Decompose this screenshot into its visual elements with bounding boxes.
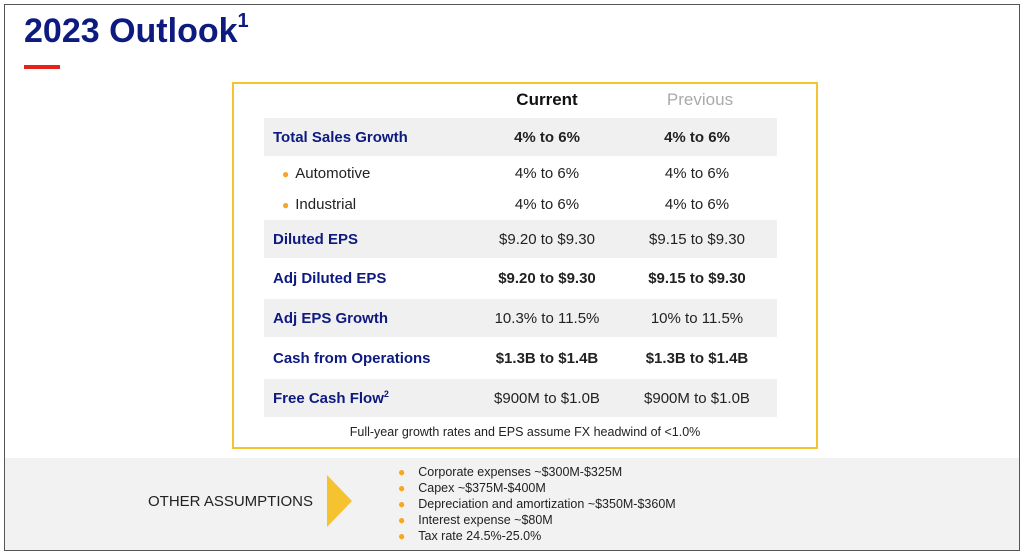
bullet-icon: ●: [398, 497, 406, 511]
footnote-marker: 2: [383, 389, 389, 399]
previous-value: $1.3B to $1.4B: [645, 349, 749, 367]
current-value: $1.3B to $1.4B: [495, 349, 599, 367]
previous-value: 10% to 11.5%: [650, 309, 744, 327]
bullet-icon: ●: [282, 166, 290, 181]
previous-value: 4% to 6%: [664, 195, 730, 213]
table-row: Diluted EPS $9.20 to $9.30 $9.15 to $9.30: [264, 220, 777, 258]
row-label: Industrial: [295, 195, 357, 213]
slide-frame: [4, 4, 1020, 551]
current-value: 4% to 6%: [514, 195, 580, 213]
bullet-icon: ●: [398, 513, 406, 527]
previous-value: 4% to 6%: [664, 128, 730, 146]
table-row: Cash from Operations $1.3B to $1.4B $1.3B …: [264, 339, 777, 377]
current-value: 4% to 6%: [514, 128, 580, 146]
current-value: $9.20 to $9.30: [498, 269, 596, 287]
current-value: $900M to $1.0B: [494, 389, 600, 407]
item-text: Capex ~$375M-$400M: [418, 481, 546, 495]
previous-value: $9.15 to $9.30: [649, 230, 745, 248]
row-label: Free Cash Flow: [273, 390, 384, 407]
title-underline: [24, 65, 60, 69]
item-text: Tax rate 24.5%-25.0%: [418, 529, 542, 543]
list-item: ● Capex ~$375M-$400M: [398, 480, 676, 496]
list-item: ● Depreciation and amortization ~$350M-$3…: [398, 496, 676, 512]
other-assumptions-label: OTHER ASSUMPTIONS: [148, 493, 314, 510]
title-text: 2023 Outlook: [24, 12, 238, 50]
row-label: Adj EPS Growth: [273, 309, 389, 327]
bullet-icon: ●: [282, 197, 290, 212]
row-label: Adj Diluted EPS: [273, 269, 387, 287]
item-text: Depreciation and amortization ~$350M-$36…: [418, 497, 676, 511]
row-label: Cash from Operations: [273, 349, 431, 367]
previous-value: $9.15 to $9.30: [648, 269, 746, 287]
assumptions-list: ● Corporate expenses ~$300M-$325M ● Capex …: [398, 464, 676, 544]
current-value: $9.20 to $9.30: [499, 230, 595, 248]
arrow-right-icon: [327, 475, 352, 527]
title-footnote: 1: [237, 10, 249, 32]
table-row: Adj EPS Growth 10.3% to 11.5% 10% to 11.5%: [264, 299, 777, 337]
bullet-icon: ●: [398, 465, 406, 479]
item-text: Corporate expenses ~$300M-$325M: [418, 465, 623, 479]
list-item: ● Interest expense ~$80M: [398, 512, 676, 528]
header-previous: Previous: [666, 90, 734, 109]
row-label: Automotive: [295, 164, 371, 182]
assumptions-band: [5, 458, 1019, 550]
table-row: ● Industrial 4% to 6% 4% to 6%: [264, 185, 777, 223]
previous-value: $900M to $1.0B: [644, 389, 750, 407]
row-label: Diluted EPS: [273, 230, 359, 248]
table-row: Total Sales Growth 4% to 6% 4% to 6%: [264, 118, 777, 156]
outlook-table-border: [232, 82, 818, 449]
row-label: Total Sales Growth: [273, 128, 408, 146]
fx-note: Full-year growth rates and EPS assume FX…: [349, 425, 701, 439]
table-row: ● Automotive 4% to 6% 4% to 6%: [264, 154, 777, 192]
header-current: Current: [516, 90, 578, 109]
current-value: 4% to 6%: [514, 164, 580, 182]
bullet-icon: ●: [398, 529, 406, 543]
list-item: ● Tax rate 24.5%-25.0%: [398, 528, 676, 544]
previous-value: 4% to 6%: [664, 164, 730, 182]
current-value: 10.3% to 11.5%: [494, 309, 600, 327]
table-row: Free Cash Flow2 $900M to $1.0B $900M to $1…: [264, 379, 777, 417]
item-text: Interest expense ~$80M: [418, 513, 553, 527]
bullet-icon: ●: [398, 481, 406, 495]
table-row: Adj Diluted EPS $9.20 to $9.30 $9.15 to $9…: [264, 259, 777, 297]
list-item: ● Corporate expenses ~$300M-$325M: [398, 464, 676, 480]
page-title: 2023 Outlook1: [24, 10, 249, 51]
